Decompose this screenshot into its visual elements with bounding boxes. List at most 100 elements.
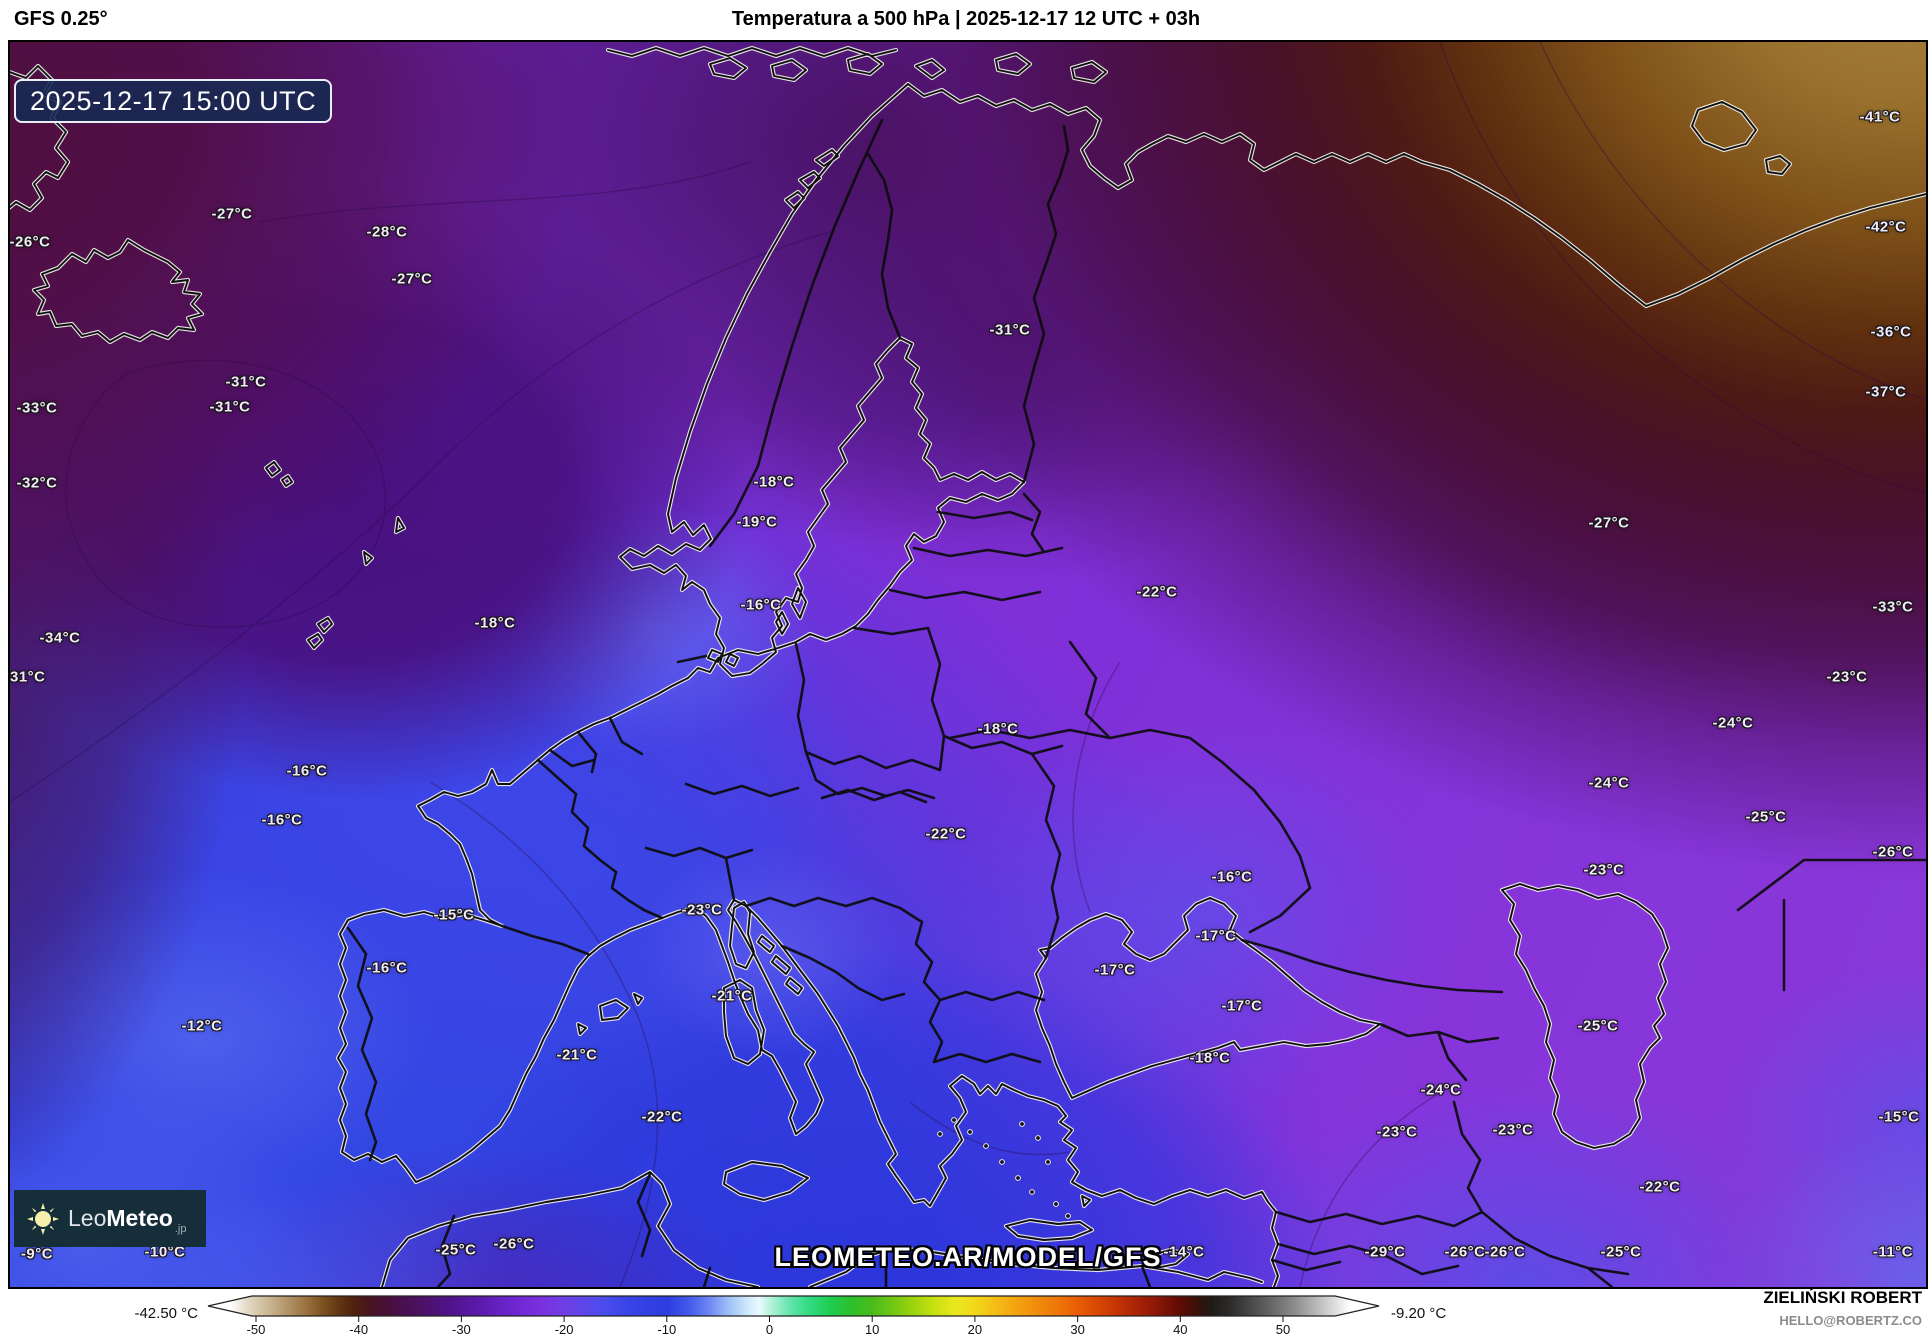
temp-label: -18°C bbox=[1189, 1049, 1231, 1067]
island-dot bbox=[1045, 1159, 1051, 1165]
temp-label: -34°C bbox=[39, 629, 81, 647]
temp-label: -26°C bbox=[1444, 1243, 1486, 1261]
colorbar-tick-label: -30 bbox=[452, 1322, 471, 1337]
temp-label: -31°C bbox=[225, 373, 267, 391]
island-dot bbox=[1015, 1175, 1021, 1181]
island-dot bbox=[1065, 1213, 1071, 1219]
temp-label: -9°C bbox=[20, 1245, 54, 1263]
isotherm-contours bbox=[10, 42, 1926, 1287]
temp-label: -27°C bbox=[211, 205, 253, 223]
colorbar-tick-label: -40 bbox=[349, 1322, 368, 1337]
logo-wordmark: LeoMeteo .jp bbox=[68, 1205, 187, 1235]
colorbar-max-value: -9.20 °C bbox=[1391, 1305, 1447, 1322]
temp-label: -23°C bbox=[681, 901, 723, 919]
temp-label: -22°C bbox=[1136, 583, 1178, 601]
island-dot bbox=[967, 1129, 973, 1135]
leometeo-logo: LeoMeteo .jp bbox=[14, 1190, 206, 1247]
island-dot bbox=[1019, 1121, 1025, 1127]
island-dot bbox=[937, 1131, 943, 1137]
temp-label: -21°C bbox=[711, 987, 753, 1005]
colorbar-tick-label: 20 bbox=[968, 1322, 982, 1337]
temp-label: -42°C bbox=[1865, 218, 1907, 236]
temp-label: -18°C bbox=[474, 614, 516, 632]
island-dot bbox=[951, 1117, 957, 1123]
map-canvas: -27°C -26°C -28°C -27°C -31°C -31°C -31°C -33°C… bbox=[8, 40, 1928, 1289]
temp-label: -25°C bbox=[435, 1241, 477, 1259]
temp-label: -16°C bbox=[366, 959, 408, 977]
temp-label: -27°C bbox=[1588, 514, 1630, 532]
temp-label: -16°C bbox=[261, 811, 303, 829]
geography-layer bbox=[10, 42, 1926, 1287]
header-bar: GFS 0.25° Temperatura a 500 hPa | 2025-1… bbox=[0, 0, 1932, 40]
watermark: LEOMETEO.AR/MODEL/GFS bbox=[774, 1242, 1162, 1272]
temp-label: -16°C bbox=[740, 596, 782, 614]
temp-label: -24°C bbox=[1420, 1081, 1462, 1099]
island-dot bbox=[1029, 1189, 1035, 1195]
colorbar-tick-label: -50 bbox=[247, 1322, 266, 1337]
colorbar-tick-label: 50 bbox=[1276, 1322, 1290, 1337]
temp-label: -33°C bbox=[16, 399, 58, 417]
temp-label: -26°C bbox=[493, 1235, 535, 1253]
colorbar-tick-label: -10 bbox=[657, 1322, 676, 1337]
temp-label: -15°C bbox=[1878, 1108, 1920, 1126]
temp-label: -27°C bbox=[391, 270, 433, 288]
temp-label: -36°C bbox=[1870, 323, 1912, 341]
temp-label: -12°C bbox=[181, 1017, 223, 1035]
temp-label: -25°C bbox=[1577, 1017, 1619, 1035]
temp-label: -23°C bbox=[1583, 861, 1625, 879]
temp-label: -28°C bbox=[366, 223, 408, 241]
temp-label: -32°C bbox=[16, 474, 58, 492]
temp-label: -15°C bbox=[433, 906, 475, 924]
aegean-islands bbox=[937, 1117, 1071, 1219]
temp-label: -24°C bbox=[1588, 774, 1630, 792]
temp-label: -17°C bbox=[1195, 927, 1237, 945]
temp-label: -26°C bbox=[1872, 843, 1914, 861]
temp-label: -16°C bbox=[286, 762, 328, 780]
temp-label: -31°C bbox=[8, 668, 46, 686]
temp-label: -22°C bbox=[1639, 1178, 1681, 1196]
temp-label: -22°C bbox=[925, 825, 967, 843]
colorbar-tick-label: 40 bbox=[1173, 1322, 1187, 1337]
temp-label: -24°C bbox=[1712, 714, 1754, 732]
timestamp-badge: 2025-12-17 15:00 UTC bbox=[14, 79, 333, 123]
author-email: HELLO@ROBERTZ.CO bbox=[1779, 1313, 1922, 1328]
temp-label: -21°C bbox=[556, 1046, 598, 1064]
temp-label: -19°C bbox=[736, 513, 778, 531]
temp-label: -18°C bbox=[753, 473, 795, 491]
temp-label: -11°C bbox=[1872, 1243, 1914, 1261]
temperature-colorbar: -50 -40 -30 -20 -10 0 10 20 30 40 50 bbox=[206, 1295, 1381, 1337]
colorbar-min-value: -42.50 °C bbox=[134, 1305, 198, 1322]
temp-label: -17°C bbox=[1221, 997, 1263, 1015]
author-name: ZIELIŃSKI ROBERT bbox=[1763, 1288, 1922, 1307]
temp-label: -23°C bbox=[1492, 1121, 1534, 1139]
temp-label: -37°C bbox=[1865, 383, 1907, 401]
colorbar-gradient-bar bbox=[207, 1295, 1380, 1317]
temp-label: -23°C bbox=[1376, 1123, 1418, 1141]
coastlines bbox=[10, 45, 1926, 1287]
temp-label: -31°C bbox=[989, 321, 1031, 339]
colorbar-tick-label: 10 bbox=[865, 1322, 879, 1337]
temp-label: -26°C bbox=[1484, 1243, 1526, 1261]
temp-label: -26°C bbox=[9, 233, 51, 251]
island-dot bbox=[983, 1143, 989, 1149]
island-dot bbox=[1035, 1135, 1041, 1141]
colorbar-tick-label: -20 bbox=[555, 1322, 574, 1337]
temp-label: -10°C bbox=[144, 1243, 186, 1261]
temp-label: -14°C bbox=[1163, 1243, 1205, 1261]
colorbar-tick-label: 0 bbox=[766, 1322, 773, 1337]
page-title: Temperatura a 500 hPa | 2025-12-17 12 UT… bbox=[731, 8, 1201, 30]
island-dot bbox=[1053, 1201, 1059, 1207]
colorbar-svg: -50 -40 -30 -20 -10 0 10 20 30 40 50 bbox=[207, 1295, 1380, 1337]
temp-label: -41°C bbox=[1859, 108, 1901, 126]
temp-label: -31°C bbox=[209, 398, 251, 416]
colorbar-tick-label: 30 bbox=[1070, 1322, 1084, 1337]
island-dot bbox=[999, 1159, 1005, 1165]
temp-label: -25°C bbox=[1600, 1243, 1642, 1261]
temp-label: -17°C bbox=[1094, 961, 1136, 979]
temp-label: -23°C bbox=[1826, 668, 1868, 686]
temp-label: -22°C bbox=[641, 1108, 683, 1126]
temp-label: -18°C bbox=[977, 720, 1019, 738]
model-label: GFS 0.25° bbox=[14, 8, 108, 30]
temp-label: -25°C bbox=[1745, 808, 1787, 826]
